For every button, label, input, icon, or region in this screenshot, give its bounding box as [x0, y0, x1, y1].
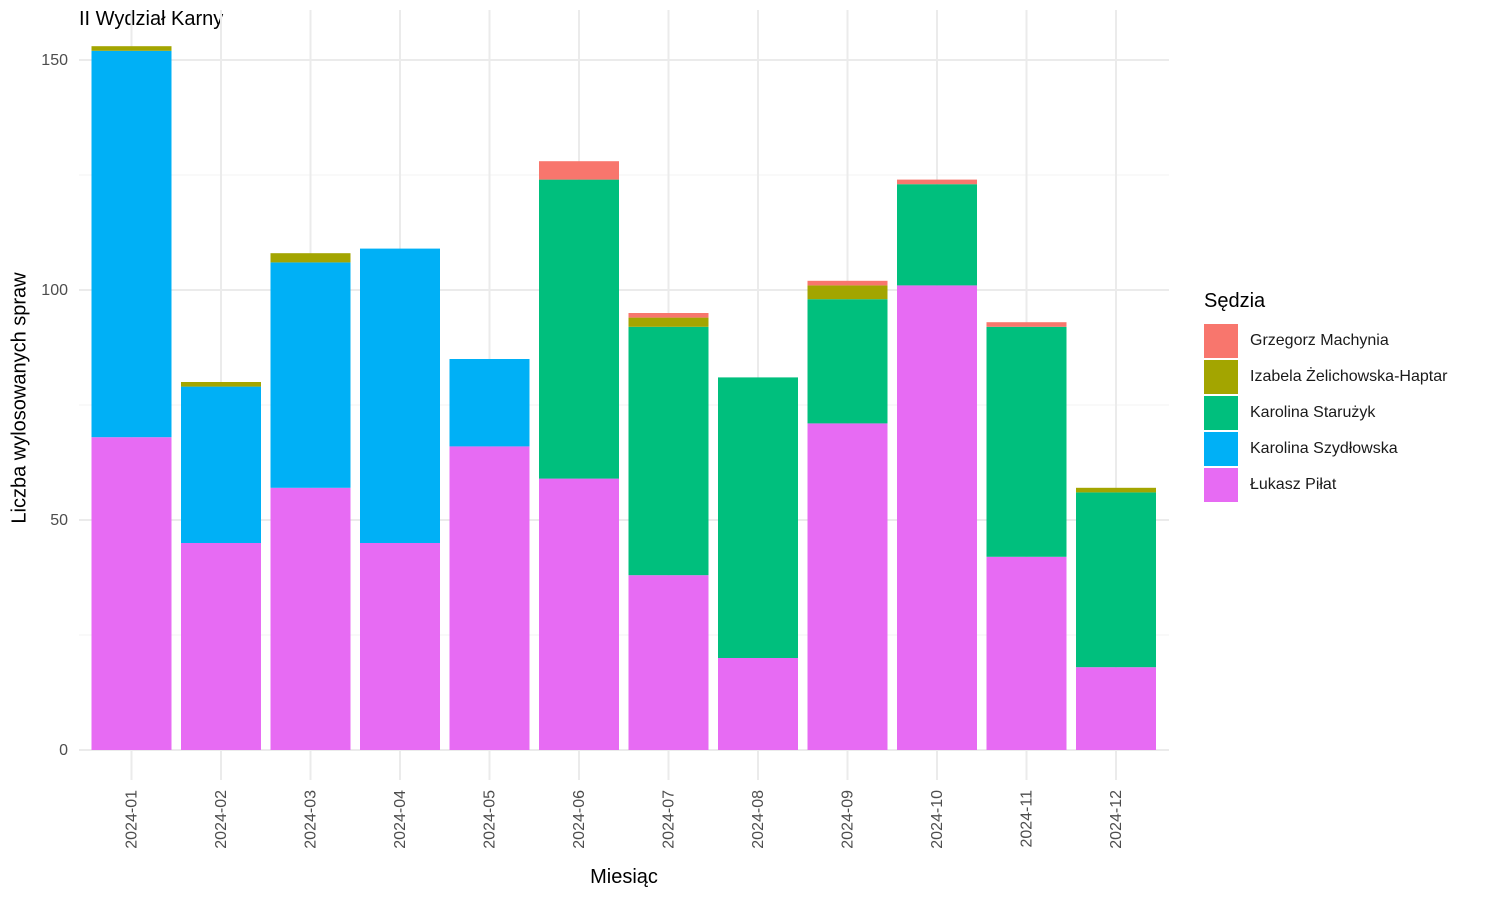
bar-segment	[181, 543, 261, 750]
bar-segment	[807, 423, 888, 750]
legend-key	[1204, 468, 1238, 502]
x-tick-label: 2024-08	[750, 790, 767, 849]
bar-segment	[628, 313, 709, 318]
bar-segment	[628, 317, 709, 327]
bar-segment	[360, 543, 440, 750]
legend-label: Izabela Żelichowska-Haptar	[1250, 368, 1448, 385]
legend-item: Łukasz Piłat	[1204, 467, 1447, 503]
bar-segment	[270, 262, 351, 488]
bar-segment	[539, 179, 619, 479]
x-tick-label: 2024-05	[482, 790, 499, 849]
x-tick-label: 2024-07	[661, 790, 678, 849]
x-tick-label: 2024-10	[929, 790, 946, 849]
bar-segment	[181, 382, 261, 387]
x-tick-label: 2024-06	[571, 790, 588, 849]
legend-item: Karolina Szydłowska	[1204, 431, 1447, 467]
bar-segment	[1076, 487, 1156, 493]
bar-segment	[91, 50, 172, 438]
bar-segment	[91, 437, 172, 750]
x-tick-label: 2024-04	[392, 790, 409, 849]
bar-segment	[897, 184, 977, 286]
bar-segment	[270, 487, 351, 750]
bar-segment	[360, 248, 440, 543]
bar-segment	[718, 658, 798, 750]
x-axis-label: Miesiąc	[590, 866, 658, 888]
x-tick-label: 2024-03	[303, 790, 320, 849]
bar-segment	[897, 285, 977, 750]
legend: Sędzia Grzegorz Machynia Izabela Żelichow…	[1204, 290, 1447, 503]
legend-item: Grzegorz Machynia	[1204, 323, 1447, 359]
y-axis-label: Liczba wylosowanych spraw	[8, 272, 31, 524]
y-tick-label: 150	[41, 52, 68, 69]
legend-key	[1204, 360, 1238, 394]
legend-items: Grzegorz Machynia Izabela Żelichowska-Hap…	[1204, 323, 1447, 503]
legend-title: Sędzia	[1204, 290, 1266, 312]
bar-segment	[539, 161, 619, 180]
legend-key	[1204, 396, 1238, 430]
legend-key	[1204, 432, 1238, 466]
legend-item: Izabela Żelichowska-Haptar	[1204, 359, 1447, 395]
bar-segment	[986, 322, 1067, 327]
bar-segment	[897, 179, 977, 185]
legend-label: Grzegorz Machynia	[1250, 332, 1389, 349]
bar-segment	[449, 359, 530, 447]
bar-segment	[449, 446, 530, 750]
y-tick-label: 100	[41, 282, 68, 299]
bar-segment	[807, 285, 888, 300]
y-tick-label: 50	[50, 512, 68, 529]
bar-segment	[807, 299, 888, 424]
x-tick-label: 2024-09	[840, 790, 857, 849]
bar-segment	[181, 386, 261, 543]
legend-key	[1204, 324, 1238, 358]
x-tick-label: 2024-02	[213, 790, 230, 849]
bar-segment	[270, 253, 351, 263]
bar-segment	[628, 326, 709, 576]
bar-segment	[1076, 492, 1156, 668]
chart-title: II Wydział Karny	[79, 8, 224, 30]
x-tick-label: 2024-01	[124, 790, 141, 849]
bar-segment	[986, 556, 1067, 750]
bar-segment	[807, 280, 888, 286]
bar-segment	[986, 326, 1067, 557]
bar-segment	[91, 46, 172, 51]
legend-label: Karolina Szydłowska	[1250, 440, 1398, 457]
legend-label: Łukasz Piłat	[1250, 476, 1337, 493]
bar-segment	[1076, 667, 1156, 750]
bar-segment	[628, 575, 709, 750]
bar-segment	[539, 478, 619, 750]
y-tick-label: 0	[59, 742, 68, 759]
x-tick-label: 2024-12	[1108, 790, 1125, 849]
x-tick-label: 2024-11	[1019, 790, 1036, 848]
legend-item: Karolina Starużyk	[1204, 395, 1447, 431]
legend-label: Karolina Starużyk	[1250, 404, 1376, 421]
bar-segment	[718, 377, 798, 658]
